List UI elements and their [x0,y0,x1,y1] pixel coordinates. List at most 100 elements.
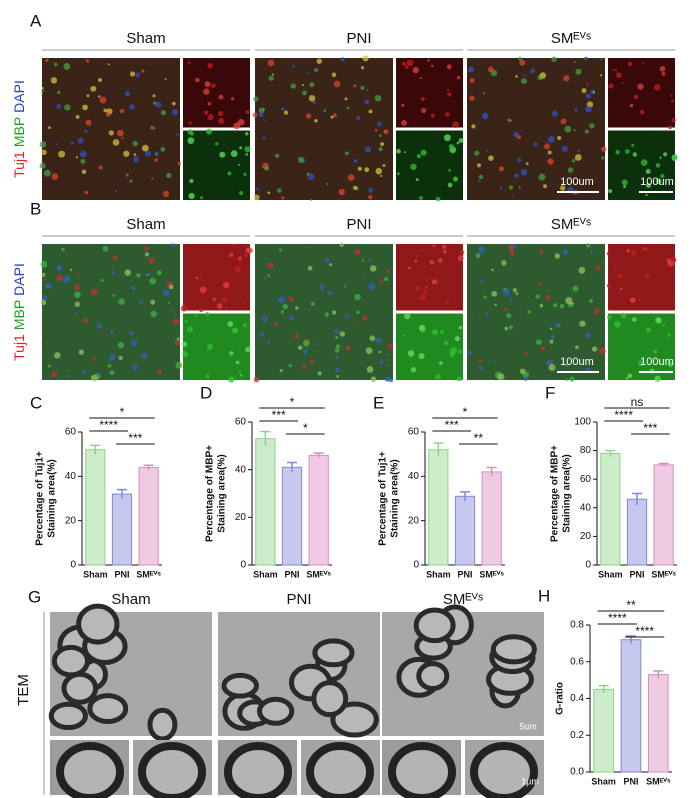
texture [245,153,249,156]
texture [43,169,51,177]
group-header: SMᴱⱽˢ [551,216,591,233]
texture [670,94,673,97]
texture [601,261,604,264]
x-tick-label: SMᴱⱽˢ [479,569,504,579]
panel-label: G [28,587,41,606]
bar [428,449,449,566]
texture [564,125,572,133]
panel-label: C [30,393,42,412]
texture [627,373,633,379]
texture [508,245,515,252]
significance-label: * [303,421,308,435]
texture [655,163,661,168]
texture [139,300,144,305]
texture [343,285,347,288]
texture [573,61,576,64]
texture [615,69,618,72]
texture [279,369,283,373]
texture [545,295,551,301]
y-tick-label: 40 [408,471,420,482]
texture [365,146,371,153]
texture [146,273,149,277]
texture [171,308,175,312]
texture [340,57,345,62]
texture [221,297,228,304]
texture [530,68,536,74]
texture [261,107,266,111]
texture [123,150,130,157]
texture [616,72,622,79]
texture [262,316,268,322]
texture [152,94,156,98]
texture [230,150,238,158]
texture [98,95,101,98]
texture [150,299,156,305]
axon [413,607,456,644]
error-bar [143,464,154,470]
texture [155,153,158,156]
texture [100,278,104,283]
significance-label: *** [128,431,142,445]
texture [645,168,651,174]
texture [627,61,633,67]
texture [330,115,334,119]
texture [278,296,286,304]
texture [379,360,384,365]
texture [539,282,543,286]
texture [233,122,241,130]
texture [85,119,92,126]
scale-bar-label: 100um [560,176,594,188]
texture [354,248,361,255]
stain-word: MBP [11,117,27,147]
y-tick-label: 60 [580,474,592,485]
texture [283,110,289,115]
texture [608,189,613,194]
texture [612,68,615,72]
texture [174,339,181,346]
texture [112,255,118,261]
texture [333,80,341,88]
bar [653,464,674,566]
texture [187,326,193,333]
texture [245,132,249,136]
texture [245,346,251,353]
axon [312,638,355,668]
texture [606,283,612,288]
significance-label: * [463,405,468,419]
texture [50,77,58,84]
group-header: Sham [126,216,165,233]
significance-label: ns [631,395,644,409]
y-axis-label: Percentage of Tuj1+ [35,451,46,546]
texture [585,93,591,99]
texture [357,166,363,171]
texture [51,371,58,378]
texture [175,361,183,369]
texture [176,336,181,341]
significance-label: ** [626,598,636,612]
texture [324,258,330,264]
texture [504,326,509,331]
texture [352,185,358,191]
y-axis-label: Staining area(%) [217,454,228,532]
texture [425,286,428,289]
texture [207,102,212,106]
texture [575,345,579,350]
axon [224,742,292,798]
texture [365,347,373,355]
texture [520,78,527,85]
texture [499,186,503,190]
texture [253,96,259,102]
texture [431,279,438,285]
y-tick-label: 60 [408,427,420,438]
texture [386,358,390,362]
axon [470,742,538,798]
texture [667,361,672,366]
texture [425,279,428,282]
texture [595,264,601,270]
texture [334,348,340,353]
x-tick-label: Sham [83,569,108,579]
texture [429,260,435,265]
texture [187,61,191,64]
texture [246,247,253,254]
texture [45,282,52,289]
